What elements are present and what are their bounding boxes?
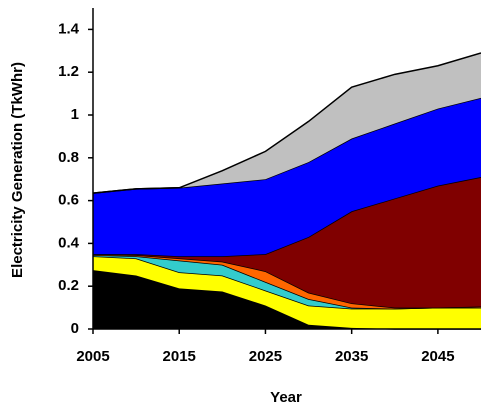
x-tick-label: 2045 xyxy=(421,348,454,365)
area xyxy=(93,270,481,329)
y-tick-label: 1.2 xyxy=(58,63,79,80)
area xyxy=(93,97,481,257)
area xyxy=(93,177,481,308)
x-tick-label: 2025 xyxy=(249,348,282,365)
y-tick-label: 0 xyxy=(71,320,79,337)
y-tick-label: 0.6 xyxy=(58,192,79,209)
x-tick-label: 2015 xyxy=(163,348,196,365)
area xyxy=(93,256,481,329)
y-tick-label: 1 xyxy=(71,106,79,123)
area xyxy=(93,255,481,309)
x-tick-label: 2035 xyxy=(335,348,368,365)
x-axis-label: Year xyxy=(270,389,302,406)
y-tick-label: 1.4 xyxy=(58,20,80,37)
y-axis-label: Electricity Generation (TkWhr) xyxy=(9,62,26,278)
x-tick-label: 2005 xyxy=(76,348,109,365)
y-tick-label: 0.4 xyxy=(58,234,80,251)
y-tick-label: 0.2 xyxy=(58,277,79,294)
y-tick-label: 0.8 xyxy=(58,149,79,166)
area xyxy=(93,52,481,194)
area-outline xyxy=(92,52,481,194)
